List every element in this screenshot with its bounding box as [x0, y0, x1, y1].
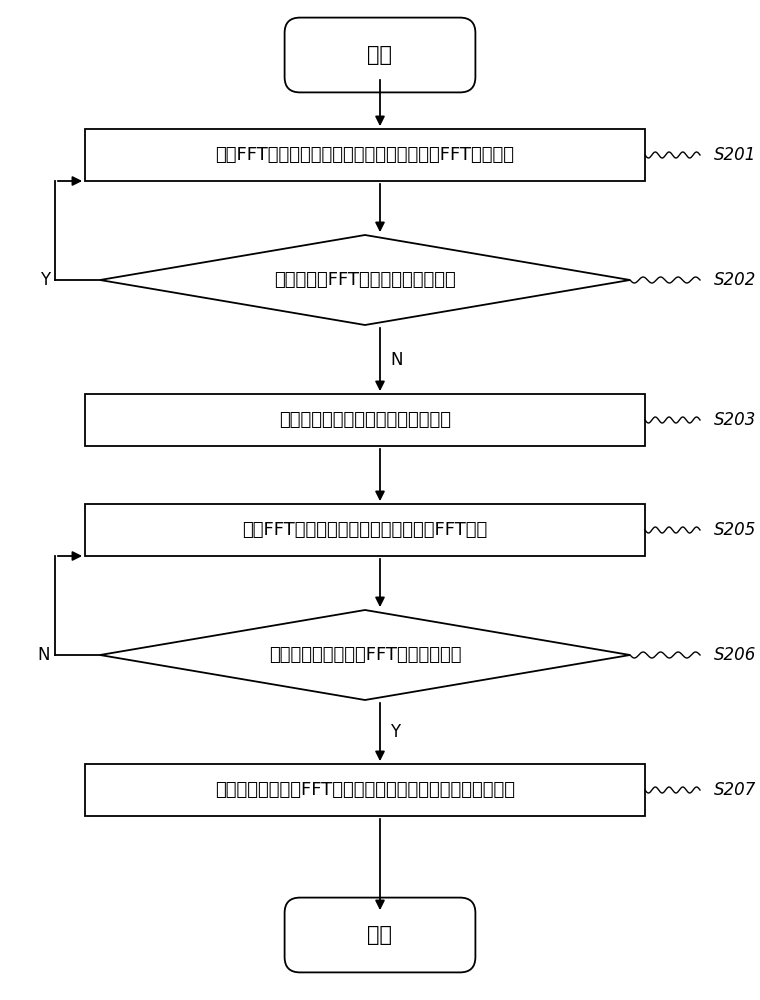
- Text: 利用一静态随机存储器缓存第一数据: 利用一静态随机存储器缓存第一数据: [279, 411, 451, 429]
- FancyBboxPatch shape: [284, 898, 476, 972]
- Text: 检测选择的FFT的实现模式是否繁忙: 检测选择的FFT的实现模式是否繁忙: [274, 271, 456, 289]
- Text: 选择FFT的实现模式，并发出对应实现模式的FFT使能信号: 选择FFT的实现模式，并发出对应实现模式的FFT使能信号: [216, 146, 515, 164]
- Bar: [85, 129, 645, 181]
- Text: Y: Y: [40, 271, 50, 289]
- Bar: [85, 764, 645, 816]
- Text: N: N: [390, 351, 403, 369]
- Text: 检测所述第一数据的FFT计算是否完成: 检测所述第一数据的FFT计算是否完成: [269, 646, 461, 664]
- Text: 利用FFT控制模块对所述第一数据进行FFT计算: 利用FFT控制模块对所述第一数据进行FFT计算: [242, 521, 488, 539]
- Bar: [85, 504, 645, 556]
- Text: 开始: 开始: [368, 45, 392, 65]
- Text: S207: S207: [714, 781, 756, 799]
- Text: S201: S201: [714, 146, 756, 164]
- Text: Y: Y: [390, 723, 400, 741]
- Polygon shape: [100, 610, 630, 700]
- Polygon shape: [100, 235, 630, 325]
- Text: 将所述第一数据的FFT计算结果存储至缓存，并发出中断信号: 将所述第一数据的FFT计算结果存储至缓存，并发出中断信号: [215, 781, 515, 799]
- FancyBboxPatch shape: [284, 18, 476, 92]
- Text: N: N: [37, 646, 50, 664]
- Text: S202: S202: [714, 271, 756, 289]
- Text: S203: S203: [714, 411, 756, 429]
- Text: 结束: 结束: [368, 925, 392, 945]
- Text: S206: S206: [714, 646, 756, 664]
- Bar: [85, 394, 645, 446]
- Text: S205: S205: [714, 521, 756, 539]
